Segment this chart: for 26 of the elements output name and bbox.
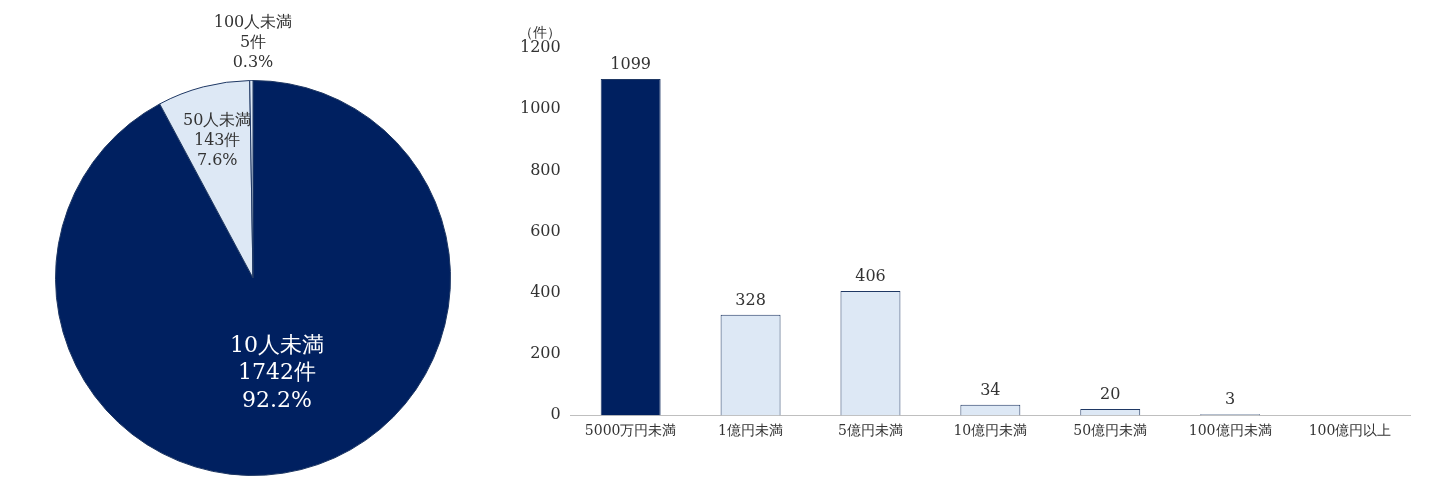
data-label: 1099	[610, 54, 652, 74]
y-axis-title: （件）	[519, 23, 562, 40]
y-tick-label: 200	[530, 343, 561, 363]
x-tick-label: 1億円未満	[718, 422, 784, 439]
data-label: 1742件 92.2%	[238, 359, 317, 412]
x-tick-label: 10億円未満	[953, 422, 1028, 439]
data-label: 20	[1100, 384, 1121, 404]
data-label: 5件 0.3%	[232, 31, 274, 71]
data-label: 328	[735, 289, 766, 309]
data-label: 143件 7.6%	[193, 129, 241, 169]
slice-label: 100人未満	[213, 11, 293, 31]
x-tick-label: 5000万円未満	[584, 422, 677, 439]
x-tick-label: 100億円以上	[1308, 422, 1392, 439]
y-tick-label: 0	[550, 404, 561, 424]
y-tick-label: 800	[530, 159, 561, 179]
y-tick-label: 1000	[520, 98, 561, 118]
x-tick-label: 50億円未満	[1073, 422, 1148, 439]
slice-label: 10人未満	[230, 332, 325, 357]
data-label: 3	[1225, 389, 1236, 409]
y-tick-label: 600	[530, 220, 561, 240]
x-tick-label: 100億円未満	[1188, 422, 1272, 439]
data-label: 34	[980, 379, 1001, 399]
slice-label: 50人未満	[183, 109, 252, 129]
y-tick-label: 400	[530, 281, 561, 301]
x-tick-label: 5億円未満	[838, 422, 903, 439]
data-label: 406	[855, 266, 886, 286]
